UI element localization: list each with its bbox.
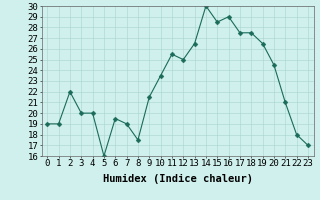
X-axis label: Humidex (Indice chaleur): Humidex (Indice chaleur) — [103, 174, 252, 184]
